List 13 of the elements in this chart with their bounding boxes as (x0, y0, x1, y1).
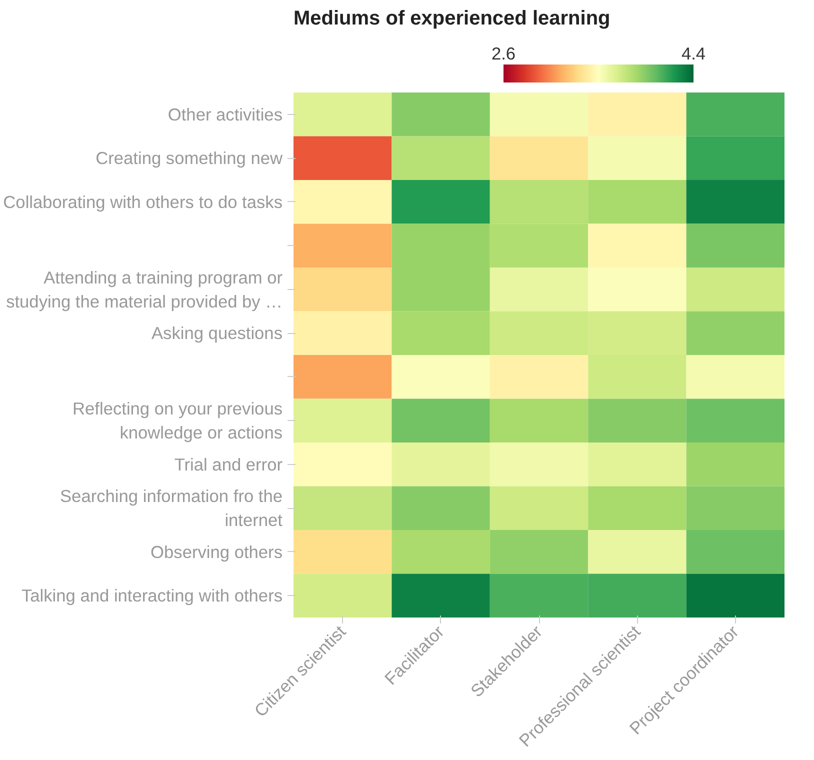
y-tick-label: Asking questions (152, 323, 283, 344)
chart-title: Mediums of experienced learning (294, 8, 610, 30)
y-tick-label: Searching information fro the internet (60, 486, 283, 530)
color-bar-label: 2.6 (491, 44, 516, 64)
y-tick-label: Other activities (168, 104, 283, 124)
y-tick-label: Creating something new (96, 148, 283, 168)
y-tick-label: Reflecting on your previous knowledge or actions (72, 398, 283, 443)
y-tick-label: Attending a training program or studying the material provided by … (6, 267, 283, 312)
y-tick-label: Collaborating with others to do tasks (3, 192, 283, 212)
color-bar-label: 4.4 (681, 44, 706, 64)
y-tick-label: Trial and error (174, 454, 283, 474)
y-tick-label: Talking and interacting with others (21, 586, 283, 606)
y-tick-label: Observing others (150, 542, 283, 562)
